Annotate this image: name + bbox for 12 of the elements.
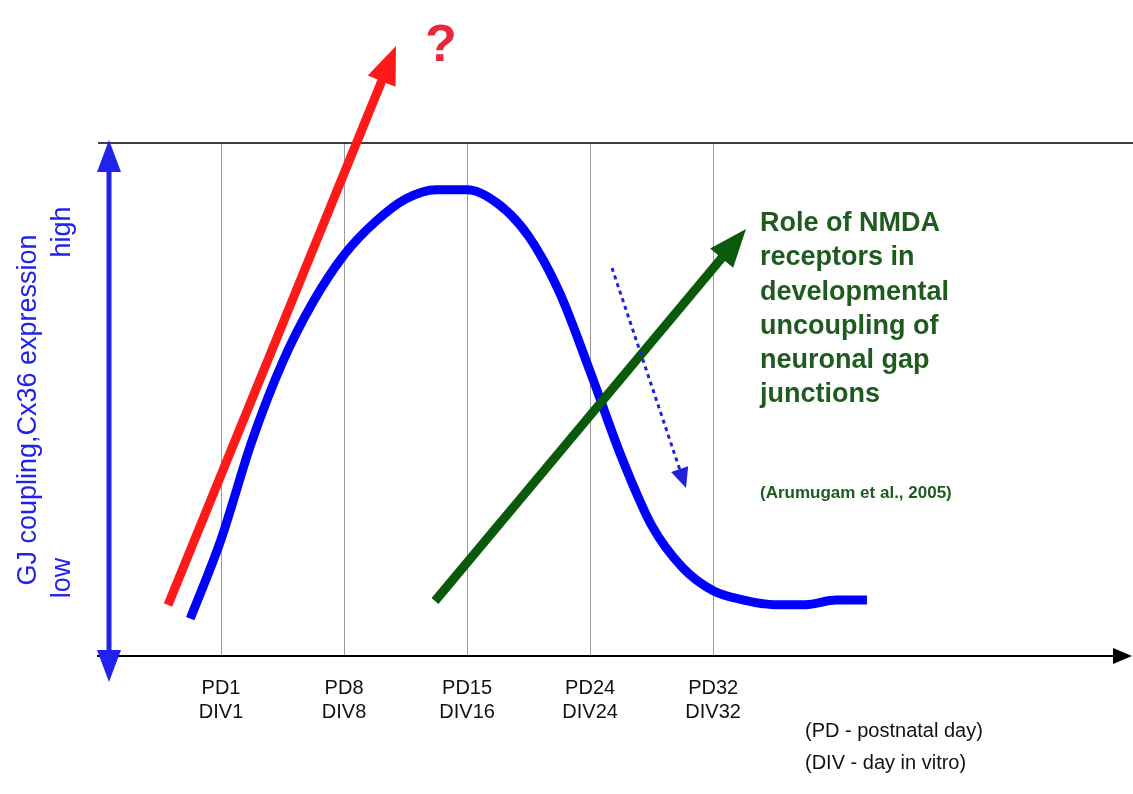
- x-tick-label: PD24 DIV24: [562, 675, 618, 722]
- text: (PD - postnatal day) (DIV - day in vitro): [805, 718, 983, 775]
- annotation: Role of NMDA receptors in developmental uncoupling of neuronal gap junctions: [760, 206, 951, 411]
- x-tick-label: PD15 DIV16: [439, 675, 495, 722]
- x-tick-label: PD1 DIV1: [198, 675, 244, 722]
- text: low: [45, 557, 78, 599]
- x-tick-label: PD8 DIV8: [321, 675, 367, 722]
- text: high: [45, 206, 78, 258]
- x-tick-label: PD32 DIV32: [685, 675, 741, 722]
- y-axis-title: GJ coupling,Cx36 expression: [11, 234, 44, 586]
- annotation: (Arumugam et al., 2005): [760, 482, 952, 504]
- text: ?: [425, 13, 457, 74]
